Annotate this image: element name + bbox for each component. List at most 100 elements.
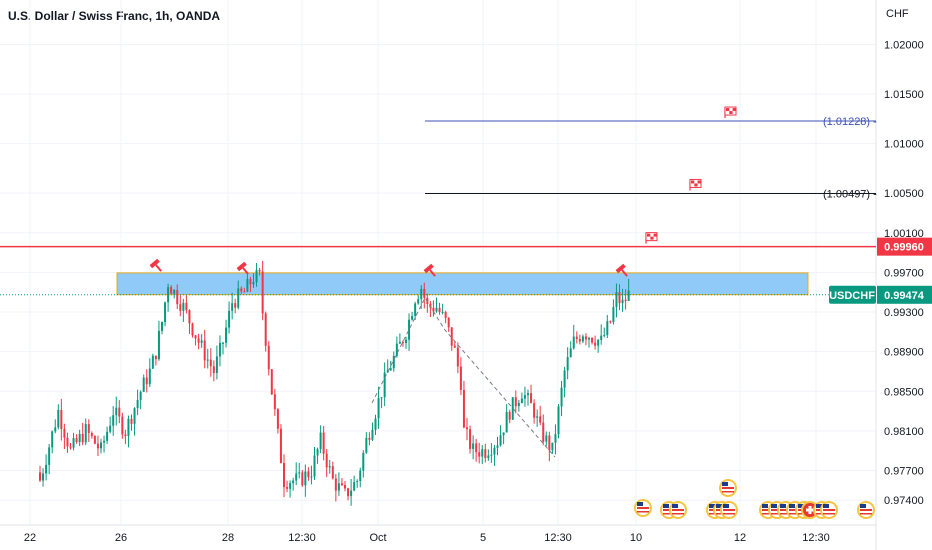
swiss-flag-icon bbox=[806, 508, 814, 512]
candle-body bbox=[481, 449, 484, 457]
us-flag-icon bbox=[860, 509, 872, 511]
candle-body bbox=[353, 482, 356, 491]
candle-body bbox=[606, 321, 609, 336]
candle-body bbox=[87, 424, 90, 434]
candle-body bbox=[301, 472, 304, 486]
hammer-icon bbox=[149, 258, 162, 272]
candle-body bbox=[93, 436, 96, 444]
us-flag-icon bbox=[723, 513, 735, 515]
candle-body bbox=[337, 483, 340, 491]
candle-body bbox=[185, 302, 188, 311]
candle-body bbox=[566, 357, 569, 371]
hammer-icon bbox=[236, 261, 249, 275]
us-flag-icon bbox=[722, 487, 734, 489]
level-price-label: (1.01228) - bbox=[823, 116, 877, 128]
candle-body bbox=[536, 416, 539, 418]
us-flag-icon bbox=[709, 504, 715, 508]
candle-body bbox=[279, 428, 282, 464]
candle-body bbox=[505, 411, 508, 433]
candle-body bbox=[246, 279, 249, 292]
candle-body bbox=[359, 470, 362, 482]
candle-body bbox=[508, 411, 511, 420]
us-flag-icon bbox=[780, 513, 792, 515]
candle-body bbox=[499, 435, 502, 446]
candle-body bbox=[258, 270, 261, 272]
us-flag-icon bbox=[771, 504, 777, 508]
candle-body bbox=[72, 438, 75, 448]
candle-body bbox=[292, 480, 295, 484]
chart-title: U.S. Dollar / Swiss Franc, 1h, OANDA bbox=[8, 9, 221, 23]
candle-body bbox=[234, 303, 237, 308]
candle-body bbox=[414, 303, 417, 317]
x-tick-label: 12 bbox=[734, 532, 746, 544]
candle-body bbox=[200, 340, 203, 343]
candle-body bbox=[307, 471, 310, 477]
flag-icon bbox=[726, 108, 730, 112]
candle-body bbox=[371, 429, 374, 440]
candle-body bbox=[54, 427, 57, 432]
candle-body bbox=[139, 391, 142, 400]
candle-body bbox=[121, 416, 124, 435]
y-tick-label: 0.99700 bbox=[884, 267, 924, 279]
candle-body bbox=[621, 299, 624, 304]
candle-body bbox=[523, 395, 526, 399]
candle-body bbox=[81, 433, 84, 443]
candle-body bbox=[261, 271, 264, 314]
x-tick-label: 10 bbox=[630, 532, 642, 544]
x-tick-label: 28 bbox=[222, 532, 234, 544]
candle-body bbox=[161, 322, 163, 331]
us-flag-icon bbox=[722, 482, 728, 486]
y-tick-label: 1.00500 bbox=[884, 188, 924, 200]
candle-body bbox=[572, 336, 575, 349]
us-flag-icon bbox=[723, 509, 735, 511]
candle-body bbox=[164, 302, 167, 323]
candle-body bbox=[432, 307, 435, 312]
us-flag-icon bbox=[672, 513, 684, 515]
candle-body bbox=[517, 403, 520, 407]
candle-body bbox=[578, 338, 581, 342]
level-price-label: (1.00497) - bbox=[823, 188, 877, 200]
candle-body bbox=[612, 307, 615, 323]
candle-body bbox=[581, 336, 584, 342]
y-tick-label: 1.01500 bbox=[884, 89, 924, 101]
candle-body bbox=[548, 435, 551, 451]
candle-body bbox=[417, 299, 420, 304]
candle-body bbox=[569, 348, 572, 358]
candle-body bbox=[392, 355, 395, 369]
candle-body bbox=[130, 418, 133, 424]
candle-body bbox=[560, 387, 563, 407]
candle-body bbox=[264, 313, 267, 346]
candle-body bbox=[90, 433, 93, 437]
candle-body bbox=[237, 288, 240, 308]
candle-body bbox=[383, 372, 386, 398]
candle-body bbox=[627, 290, 630, 301]
candle-body bbox=[609, 321, 612, 323]
candle-body bbox=[57, 410, 60, 428]
candle-body bbox=[276, 409, 279, 429]
candle-body bbox=[600, 335, 603, 340]
candle-body bbox=[298, 472, 301, 474]
candle-body bbox=[435, 307, 438, 312]
candle-body bbox=[441, 311, 444, 313]
candle-body bbox=[215, 356, 218, 373]
candle-body bbox=[438, 307, 441, 313]
candle-body bbox=[60, 410, 63, 430]
candle-body bbox=[584, 336, 587, 340]
hammer-icon bbox=[423, 263, 436, 277]
flag-icon bbox=[694, 183, 698, 187]
candle-body bbox=[42, 473, 45, 481]
candle-body bbox=[597, 339, 600, 346]
candle-body bbox=[459, 366, 462, 390]
candle-body bbox=[206, 359, 209, 361]
candle-body bbox=[401, 341, 404, 343]
y-tick-label: 0.99300 bbox=[884, 307, 924, 319]
y-tick-label: 0.98100 bbox=[884, 426, 924, 438]
level-price-tag bbox=[877, 237, 932, 256]
candle-body bbox=[319, 432, 322, 450]
candle-body bbox=[45, 464, 48, 474]
candle-body bbox=[179, 304, 182, 311]
us-flag-icon bbox=[663, 513, 675, 515]
candle-body bbox=[350, 490, 353, 497]
